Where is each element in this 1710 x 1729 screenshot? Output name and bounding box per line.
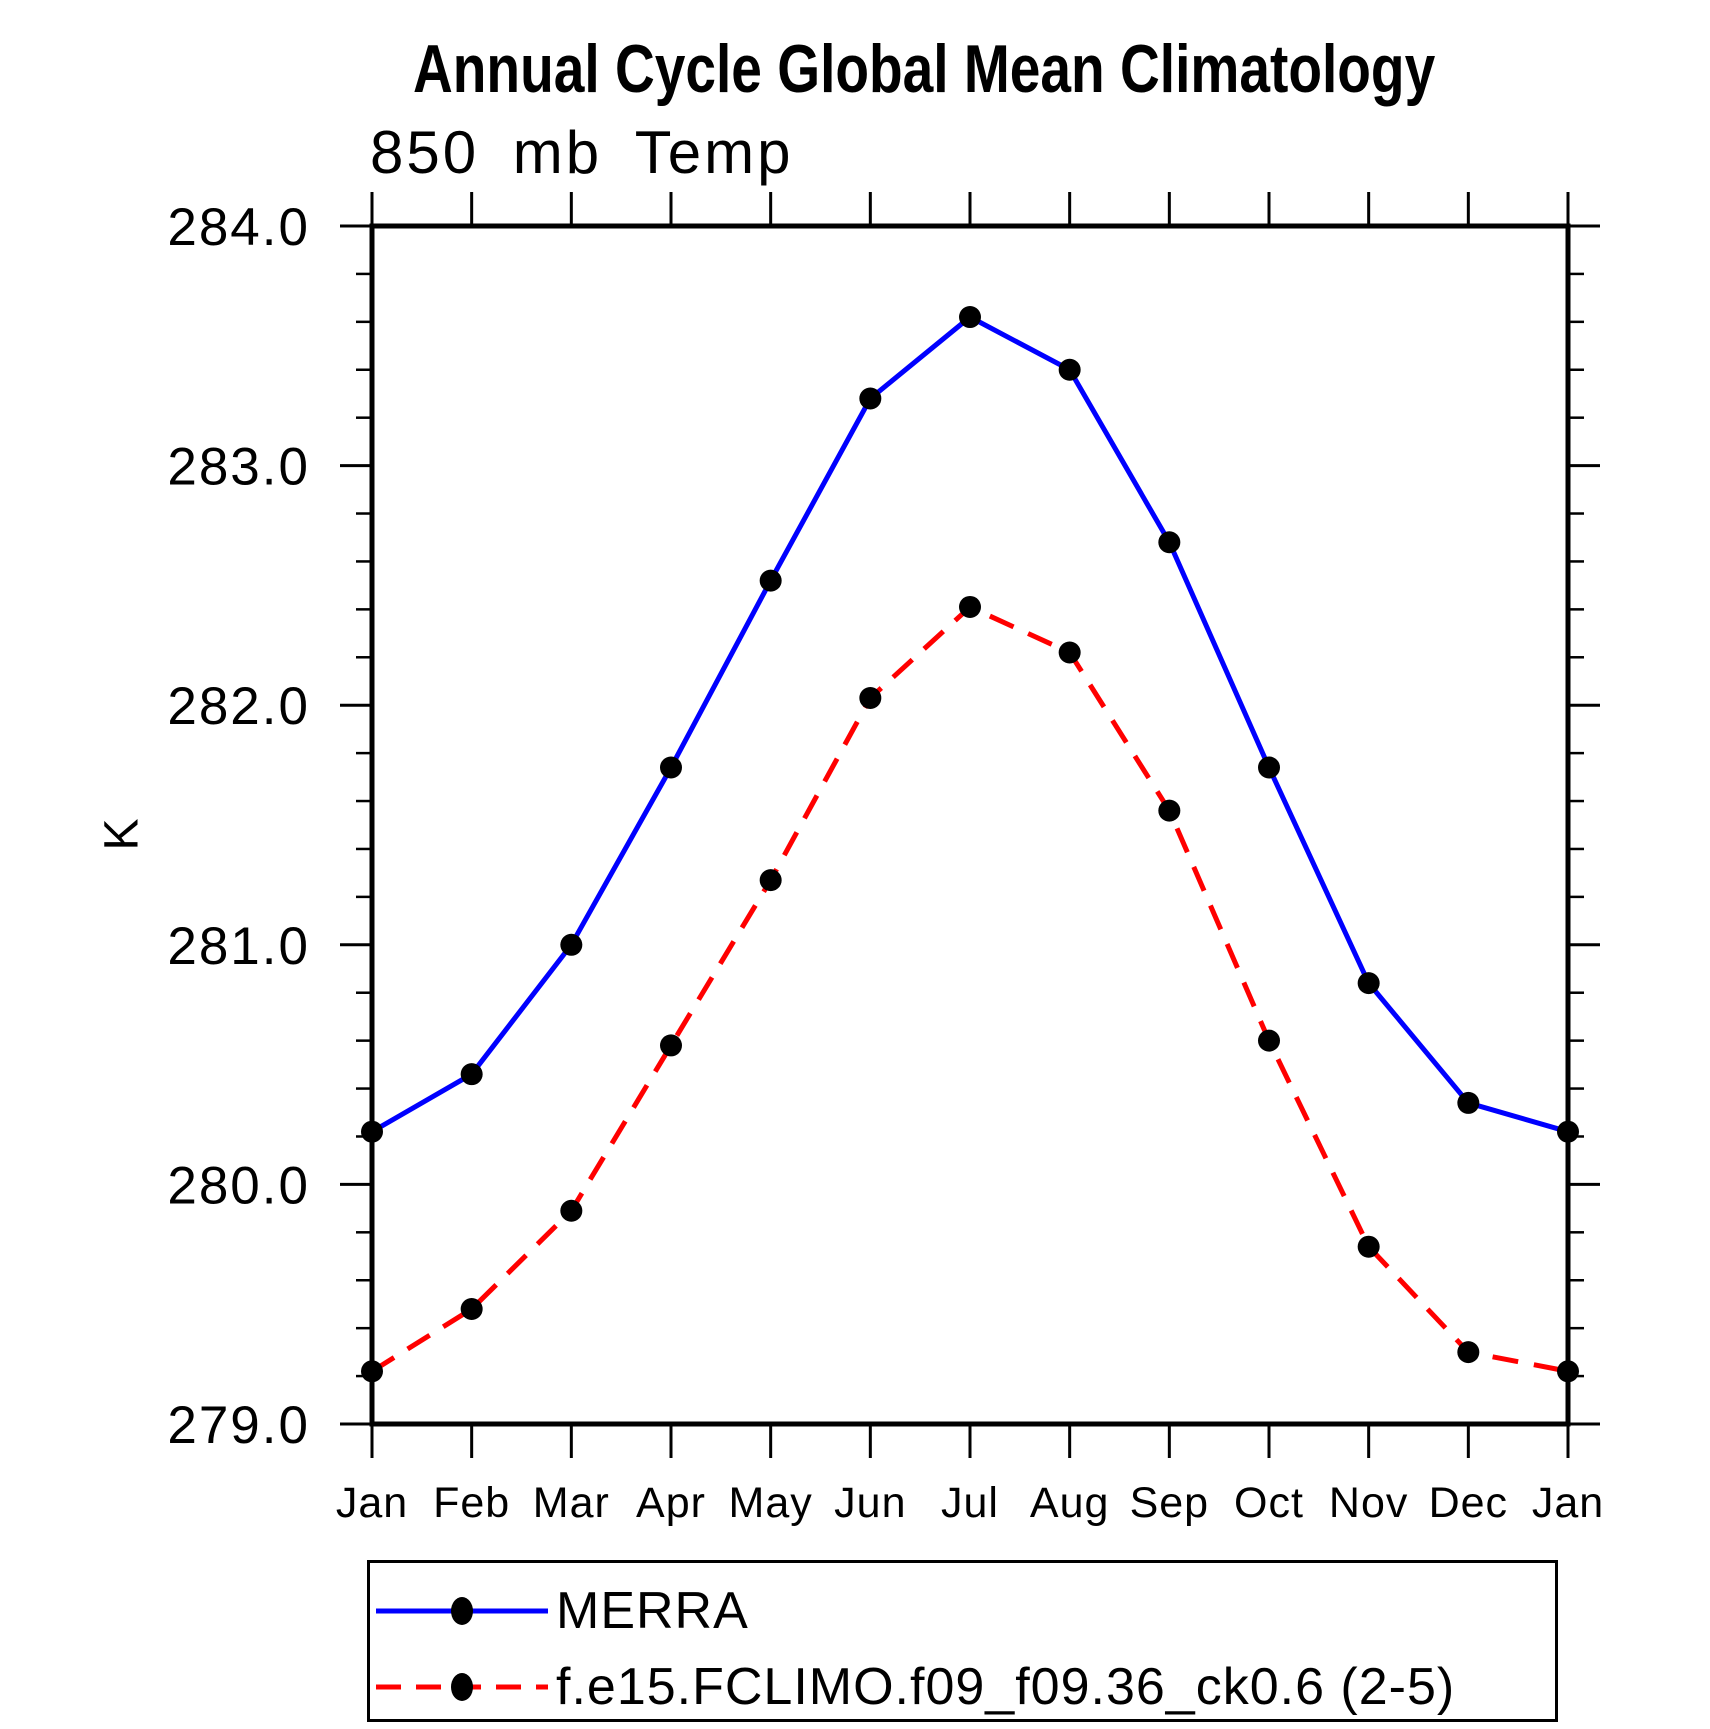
y-tick-label: 284.0 xyxy=(167,198,310,257)
series-line-0 xyxy=(370,314,1569,1135)
y-axis-major-ticks xyxy=(340,224,1600,1426)
data-point-marker xyxy=(759,569,782,592)
legend-label-1: f.e15.FCLIMO.f09_f09.36_ck0.6 (2-5) xyxy=(556,1658,1456,1716)
x-tick-label: Nov xyxy=(1329,1479,1408,1527)
x-tick-label: Jun xyxy=(834,1479,906,1527)
data-point-marker xyxy=(1258,1029,1280,1052)
series-markers-1 xyxy=(361,595,1579,1383)
data-point-marker xyxy=(1557,1360,1579,1383)
series-line-1 xyxy=(370,604,1569,1374)
legend-row-1: f.e15.FCLIMO.f09_f09.36_ck0.6 (2-5) xyxy=(372,1658,1455,1716)
data-point-marker xyxy=(361,1120,383,1143)
x-axis-tick-labels: Jan Feb Mar Apr May Jun Jul Aug Sep Oct Nov Dec Jan xyxy=(336,1479,1604,1527)
legend-swatch-0 xyxy=(376,1597,548,1625)
data-point-marker xyxy=(1058,641,1081,664)
plot-frame xyxy=(369,223,1571,1427)
legend-marker-sample xyxy=(451,1673,473,1701)
y-tick-label: 282.0 xyxy=(167,677,310,736)
data-point-marker xyxy=(660,756,682,779)
data-point-marker xyxy=(1357,1235,1380,1258)
x-tick-label: Jul xyxy=(941,1479,999,1527)
x-tick-label: Jan xyxy=(336,1479,408,1527)
legend-marker-sample xyxy=(451,1597,473,1625)
x-tick-label: Mar xyxy=(533,1479,610,1527)
legend-row-0: MERRA xyxy=(372,1582,749,1640)
x-tick-label: May xyxy=(729,1479,813,1527)
chart-title: Annual Cycle Global Mean Climatology xyxy=(413,31,1436,107)
legend-label-0: MERRA xyxy=(556,1582,749,1640)
legend-swatch-1 xyxy=(376,1673,548,1701)
x-tick-label: Apr xyxy=(636,1479,706,1527)
data-point-marker xyxy=(560,933,583,956)
data-point-marker xyxy=(1058,358,1081,381)
x-tick-label: Dec xyxy=(1429,1479,1508,1527)
data-point-marker xyxy=(1258,756,1280,779)
x-tick-label: Sep xyxy=(1130,1479,1210,1527)
data-point-marker xyxy=(1357,972,1380,995)
legend-box: MERRA f.e15.FCLIMO.f09_f09.36_ck0.6 (2-5) xyxy=(367,1560,1558,1722)
x-tick-label: Feb xyxy=(433,1479,510,1527)
data-point-marker xyxy=(560,1199,583,1222)
series-markers-0 xyxy=(361,306,1579,1143)
data-point-marker xyxy=(1457,1091,1480,1114)
data-point-marker xyxy=(959,306,981,329)
x-tick-label: Jan xyxy=(1532,1479,1604,1527)
x-axis-ticks xyxy=(370,192,1570,1458)
x-tick-label: Oct xyxy=(1234,1479,1304,1527)
y-tick-label: 281.0 xyxy=(167,917,310,976)
data-point-marker xyxy=(859,387,882,410)
x-tick-label: Aug xyxy=(1030,1479,1110,1527)
data-point-marker xyxy=(460,1297,483,1320)
data-point-marker xyxy=(959,595,981,618)
data-point-marker xyxy=(1557,1120,1579,1143)
data-point-marker xyxy=(759,869,782,892)
chart-subtitle: 850 mb Temp xyxy=(370,119,794,186)
data-point-marker xyxy=(460,1063,483,1086)
y-axis-minor-ticks xyxy=(356,272,1584,1378)
data-point-marker xyxy=(1457,1341,1480,1364)
data-point-marker xyxy=(859,687,882,710)
data-point-marker xyxy=(1158,799,1181,822)
data-point-marker xyxy=(660,1034,682,1057)
data-point-marker xyxy=(361,1360,383,1383)
y-tick-label: 283.0 xyxy=(167,438,310,497)
y-tick-label: 280.0 xyxy=(167,1156,310,1215)
data-point-marker xyxy=(1158,531,1181,554)
y-axis-tick-labels: 279.0 280.0 281.0 282.0 283.0 284.0 xyxy=(167,198,310,1455)
y-tick-label: 279.0 xyxy=(167,1396,310,1455)
